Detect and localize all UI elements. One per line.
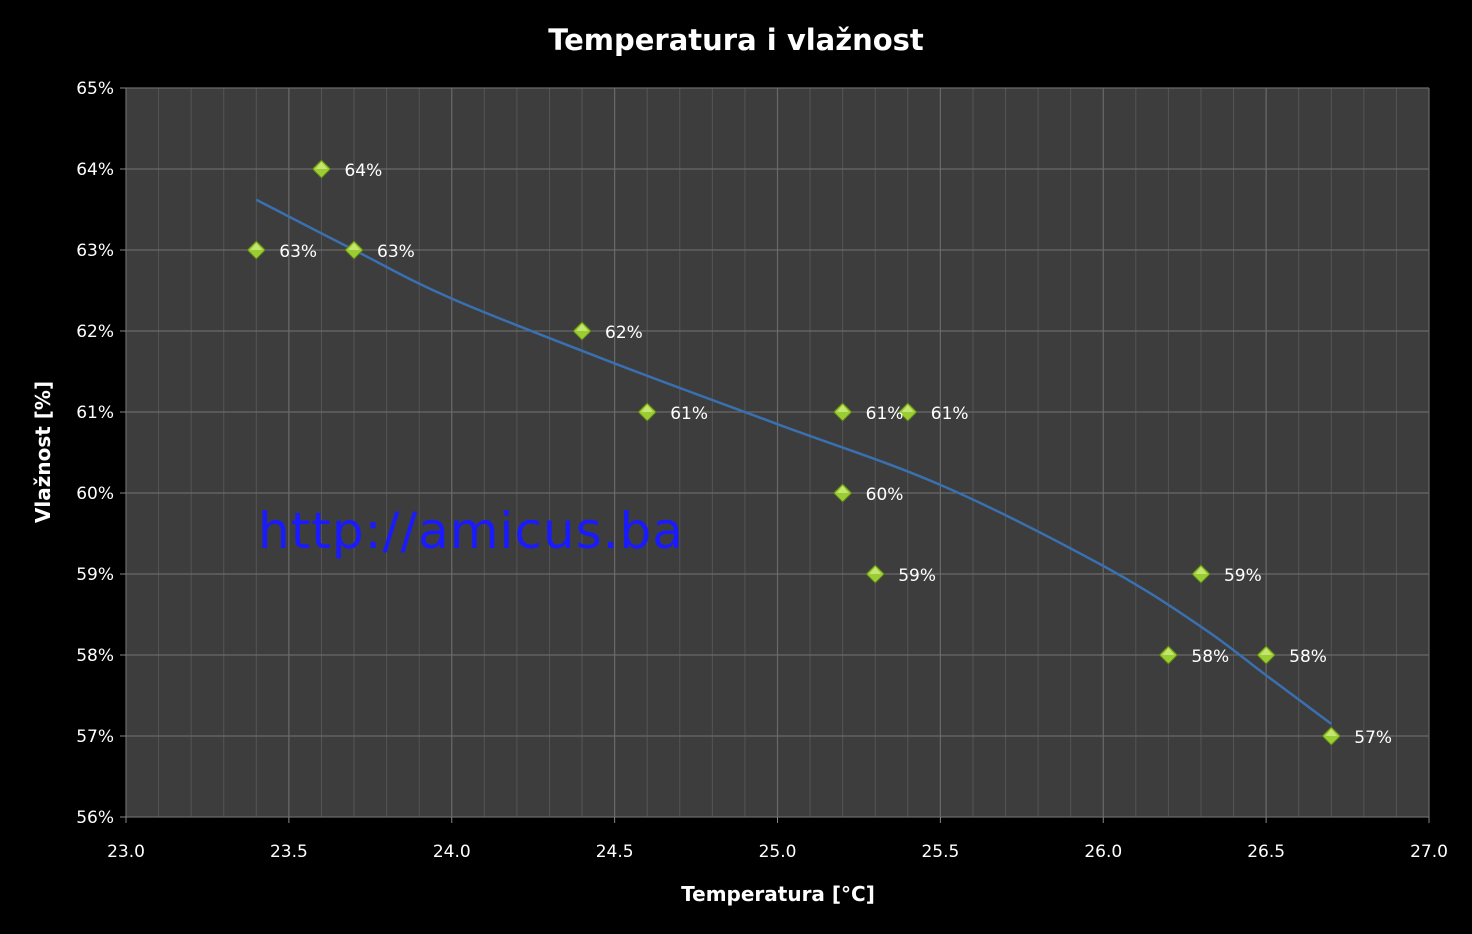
y-tick-label: 56% bbox=[76, 808, 114, 828]
data-point-label: 58% bbox=[1191, 647, 1229, 667]
y-axis-label: Vlažnost [%] bbox=[31, 381, 55, 523]
data-point-highlight bbox=[348, 243, 361, 250]
x-tick-label: 27.0 bbox=[1410, 842, 1448, 862]
trendline bbox=[255, 198, 1333, 725]
data-point-highlight bbox=[1325, 729, 1338, 736]
data-point-highlight bbox=[1162, 648, 1175, 655]
data-point-label: 57% bbox=[1354, 728, 1392, 748]
data-point-label: 63% bbox=[279, 242, 317, 262]
y-tick-label: 62% bbox=[76, 322, 114, 342]
watermark-text: http://amicus.ba bbox=[258, 502, 684, 560]
data-point-label: 60% bbox=[866, 485, 904, 505]
y-tick-label: 60% bbox=[76, 484, 114, 504]
data-point-highlight bbox=[836, 486, 849, 493]
x-tick-label: 26.0 bbox=[1084, 842, 1122, 862]
data-point-highlight bbox=[250, 243, 263, 250]
x-tick-label: 24.0 bbox=[433, 842, 471, 862]
data-point-label: 64% bbox=[344, 161, 382, 181]
data-point-highlight bbox=[1194, 567, 1207, 574]
y-tick-label: 58% bbox=[76, 646, 114, 666]
data-point-label: 62% bbox=[605, 323, 643, 343]
x-tick-label: 23.5 bbox=[270, 842, 308, 862]
data-point-highlight bbox=[641, 405, 654, 412]
y-tick-label: 65% bbox=[76, 79, 114, 99]
data-point-label: 61% bbox=[931, 404, 969, 424]
y-tick-label: 59% bbox=[76, 565, 114, 585]
data-point-highlight bbox=[901, 405, 914, 412]
y-tick-label: 63% bbox=[76, 241, 114, 261]
data-point-label: 63% bbox=[377, 242, 415, 262]
y-tick-label: 57% bbox=[76, 727, 114, 747]
chart-title: Temperatura i vlažnost bbox=[548, 23, 924, 57]
data-point-label: 59% bbox=[1224, 566, 1262, 586]
data-point-label: 61% bbox=[866, 404, 904, 424]
x-tick-label: 26.5 bbox=[1247, 842, 1285, 862]
data-points bbox=[246, 159, 1341, 746]
x-axis-label: Temperatura [°C] bbox=[681, 882, 875, 906]
x-tick-label: 24.5 bbox=[596, 842, 634, 862]
data-point-highlight bbox=[315, 162, 328, 169]
y-axis-ticks: 56% 57% 58% 59% 60% 61% 62% 63% 64% 65% bbox=[76, 79, 126, 828]
y-tick-label: 61% bbox=[76, 403, 114, 423]
x-tick-label: 23.0 bbox=[107, 842, 145, 862]
data-labels: 63% 64% 63% 62% 61% 61% 61% 60% 59% 59% 58% 58% 57% bbox=[279, 161, 1392, 748]
data-point-highlight bbox=[869, 567, 882, 574]
y-tick-label: 64% bbox=[76, 160, 114, 180]
data-point-highlight bbox=[1260, 648, 1273, 655]
x-tick-label: 25.0 bbox=[759, 842, 797, 862]
data-point-highlight bbox=[836, 405, 849, 412]
data-point-label: 59% bbox=[898, 566, 936, 586]
data-point-label: 61% bbox=[670, 404, 708, 424]
data-point-label: 58% bbox=[1289, 647, 1327, 667]
data-point-highlight bbox=[576, 324, 589, 331]
x-tick-label: 25.5 bbox=[921, 842, 959, 862]
x-axis-ticks: 23.0 23.5 24.0 24.5 25.0 25.5 26.0 26.5 27.0 bbox=[107, 817, 1448, 862]
major-grid bbox=[125, 87, 1430, 818]
minor-grid bbox=[158, 88, 1397, 817]
